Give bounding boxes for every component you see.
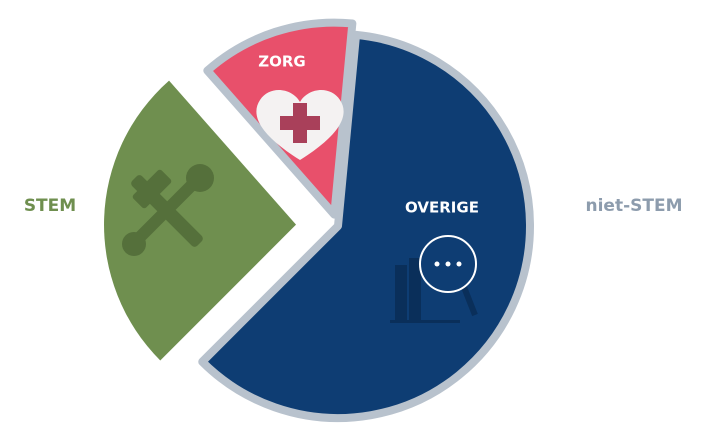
- search-icon: [390, 235, 478, 323]
- annotation: niet-STEM: [585, 196, 682, 216]
- category-label: OVERIGE: [405, 199, 479, 217]
- pie-slice: [104, 80, 297, 361]
- category-label: STEM: [24, 196, 76, 216]
- tools-icon: [122, 164, 214, 256]
- category-label: ZORG: [258, 53, 306, 71]
- heart-icon: [256, 90, 344, 160]
